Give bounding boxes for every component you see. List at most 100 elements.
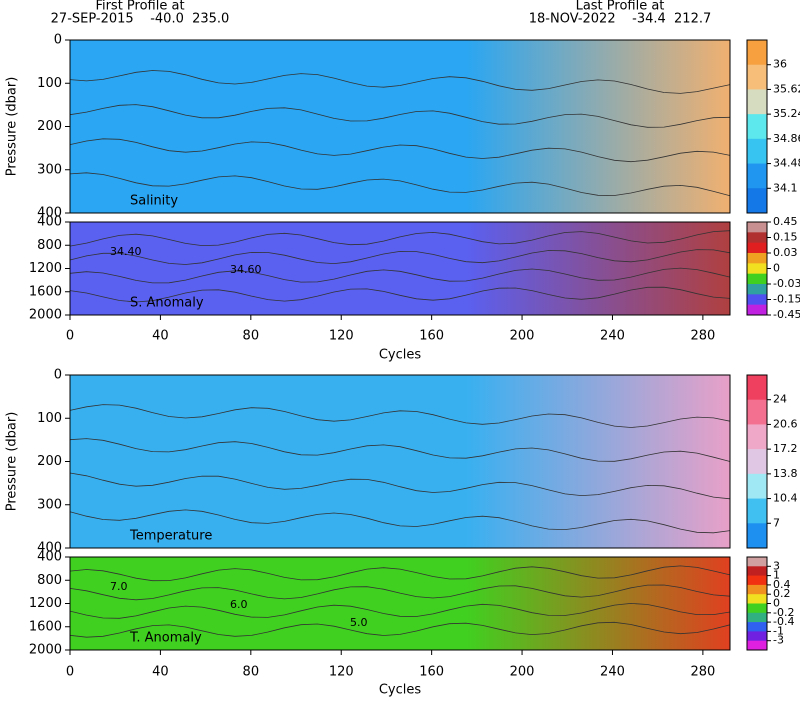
contour-label: 34.60 xyxy=(230,263,262,276)
colorbar-label: -0.2 xyxy=(773,606,794,619)
colorbar-label: 0.03 xyxy=(773,246,798,259)
colorbar-swatch xyxy=(747,640,767,651)
first-profile-label: First Profile at xyxy=(95,0,184,14)
colorbar-swatch xyxy=(747,284,767,295)
colorbar-label: 35.62 xyxy=(773,82,800,95)
contour xyxy=(69,70,731,94)
contour-label: 6.0 xyxy=(230,598,248,611)
x-tick-label: 280 xyxy=(690,329,715,344)
colorbar-swatch xyxy=(747,222,767,233)
colorbar-frame xyxy=(746,374,768,549)
colorbar-swatch xyxy=(747,473,767,500)
contour xyxy=(69,286,731,303)
x-tick-label: 160 xyxy=(419,329,444,344)
colorbar-swatch xyxy=(747,449,767,475)
last-profile-label: Last Profile at xyxy=(576,0,665,14)
y-tick-label: 800 xyxy=(37,573,62,588)
contour xyxy=(69,104,731,128)
y-tick-label: 1600 xyxy=(29,284,62,299)
colorbar-swatch xyxy=(747,253,767,264)
colorbar-label: 34.1 xyxy=(773,181,798,194)
field xyxy=(70,375,730,548)
contour xyxy=(69,404,731,428)
x-tick-label: 40 xyxy=(152,665,169,680)
colorbar-label: 24 xyxy=(773,393,787,406)
contour-label: 5.0 xyxy=(350,616,368,629)
x-tick-label: 0 xyxy=(66,665,74,680)
first-profile-info: 27-SEP-2015 -40.0 235.0 xyxy=(51,12,230,27)
contour xyxy=(69,438,731,462)
colorbar-swatch xyxy=(747,594,767,604)
colorbar-label: 3 xyxy=(773,559,780,572)
colorbar-swatch xyxy=(747,188,767,214)
colorbar-label: 0.45 xyxy=(773,215,798,228)
y-axis-title: Pressure (dbar) xyxy=(5,77,20,177)
colorbar-swatch xyxy=(747,232,767,244)
colorbar-label: 13.8 xyxy=(773,467,798,480)
colorbar-swatch xyxy=(747,375,767,401)
colorbar-label: 0 xyxy=(773,262,780,275)
panel-label: Temperature xyxy=(129,529,212,544)
colorbar-label: 0.4 xyxy=(773,578,791,591)
colorbar-label: -3 xyxy=(773,634,784,647)
x-tick-label: 200 xyxy=(510,329,535,344)
y-tick-label: 400 xyxy=(37,206,62,221)
colorbar-label: 35.24 xyxy=(773,107,800,120)
colorbar-swatch xyxy=(747,603,767,614)
colorbar-label: 0.2 xyxy=(773,587,791,600)
contour xyxy=(69,565,731,582)
y-tick-label: 400 xyxy=(37,541,62,556)
panel-label: Salinity xyxy=(130,194,178,209)
colorbar-swatch xyxy=(747,294,767,306)
colorbar-label: -0.03 xyxy=(773,277,800,290)
x-tick-label: 40 xyxy=(152,329,169,344)
y-tick-label: 200 xyxy=(37,454,62,469)
colorbar-swatch xyxy=(747,399,767,425)
y-tick-label: 2000 xyxy=(29,643,62,658)
y-tick-label: 1200 xyxy=(29,596,62,611)
x-tick-label: 80 xyxy=(243,329,260,344)
colorbar-label: 36 xyxy=(773,58,787,71)
colorbar-label: 10.4 xyxy=(773,492,798,505)
colorbar-label: 17.2 xyxy=(773,442,798,455)
colorbar-swatch xyxy=(747,263,767,275)
x-axis-title: Cycles xyxy=(379,683,422,698)
x-tick-label: 200 xyxy=(510,665,535,680)
y-tick-label: 1200 xyxy=(29,261,62,276)
y-tick-label: 0 xyxy=(54,33,62,48)
colorbar-swatch xyxy=(747,64,767,90)
colorbar-swatch xyxy=(747,89,767,115)
x-tick-label: 240 xyxy=(600,665,625,680)
y-tick-label: 400 xyxy=(37,550,62,565)
y-axis-title: Pressure (dbar) xyxy=(5,412,20,512)
colorbar-swatch xyxy=(747,631,767,642)
colorbar-swatch xyxy=(747,566,767,577)
field xyxy=(70,40,730,213)
x-tick-label: 160 xyxy=(419,665,444,680)
contour-label: 34.40 xyxy=(110,245,142,258)
contour xyxy=(69,602,731,619)
y-tick-label: 300 xyxy=(37,497,62,512)
colorbar-swatch xyxy=(747,575,767,586)
panel-label: T. Anomaly xyxy=(129,631,202,646)
x-tick-label: 120 xyxy=(329,329,354,344)
colorbar-label: 1 xyxy=(773,569,780,582)
y-tick-label: 1600 xyxy=(29,619,62,634)
contour xyxy=(69,249,731,265)
y-tick-label: 2000 xyxy=(29,308,62,323)
x-tick-label: 0 xyxy=(66,329,74,344)
contour-label: 7.0 xyxy=(110,580,128,593)
colorbar-swatch xyxy=(747,273,767,285)
contour xyxy=(69,472,731,500)
colorbar-frame xyxy=(746,39,768,214)
colorbar-label: -1 xyxy=(773,624,784,637)
colorbar-label: 20.6 xyxy=(773,417,798,430)
colorbar-swatch xyxy=(747,138,767,165)
contour xyxy=(69,621,731,638)
x-tick-label: 240 xyxy=(600,329,625,344)
y-tick-label: 100 xyxy=(37,411,62,426)
last-profile-info: 18-NOV-2022 -34.4 212.7 xyxy=(529,12,712,27)
colorbar-swatch xyxy=(747,584,767,595)
colorbar-swatch xyxy=(747,114,767,140)
